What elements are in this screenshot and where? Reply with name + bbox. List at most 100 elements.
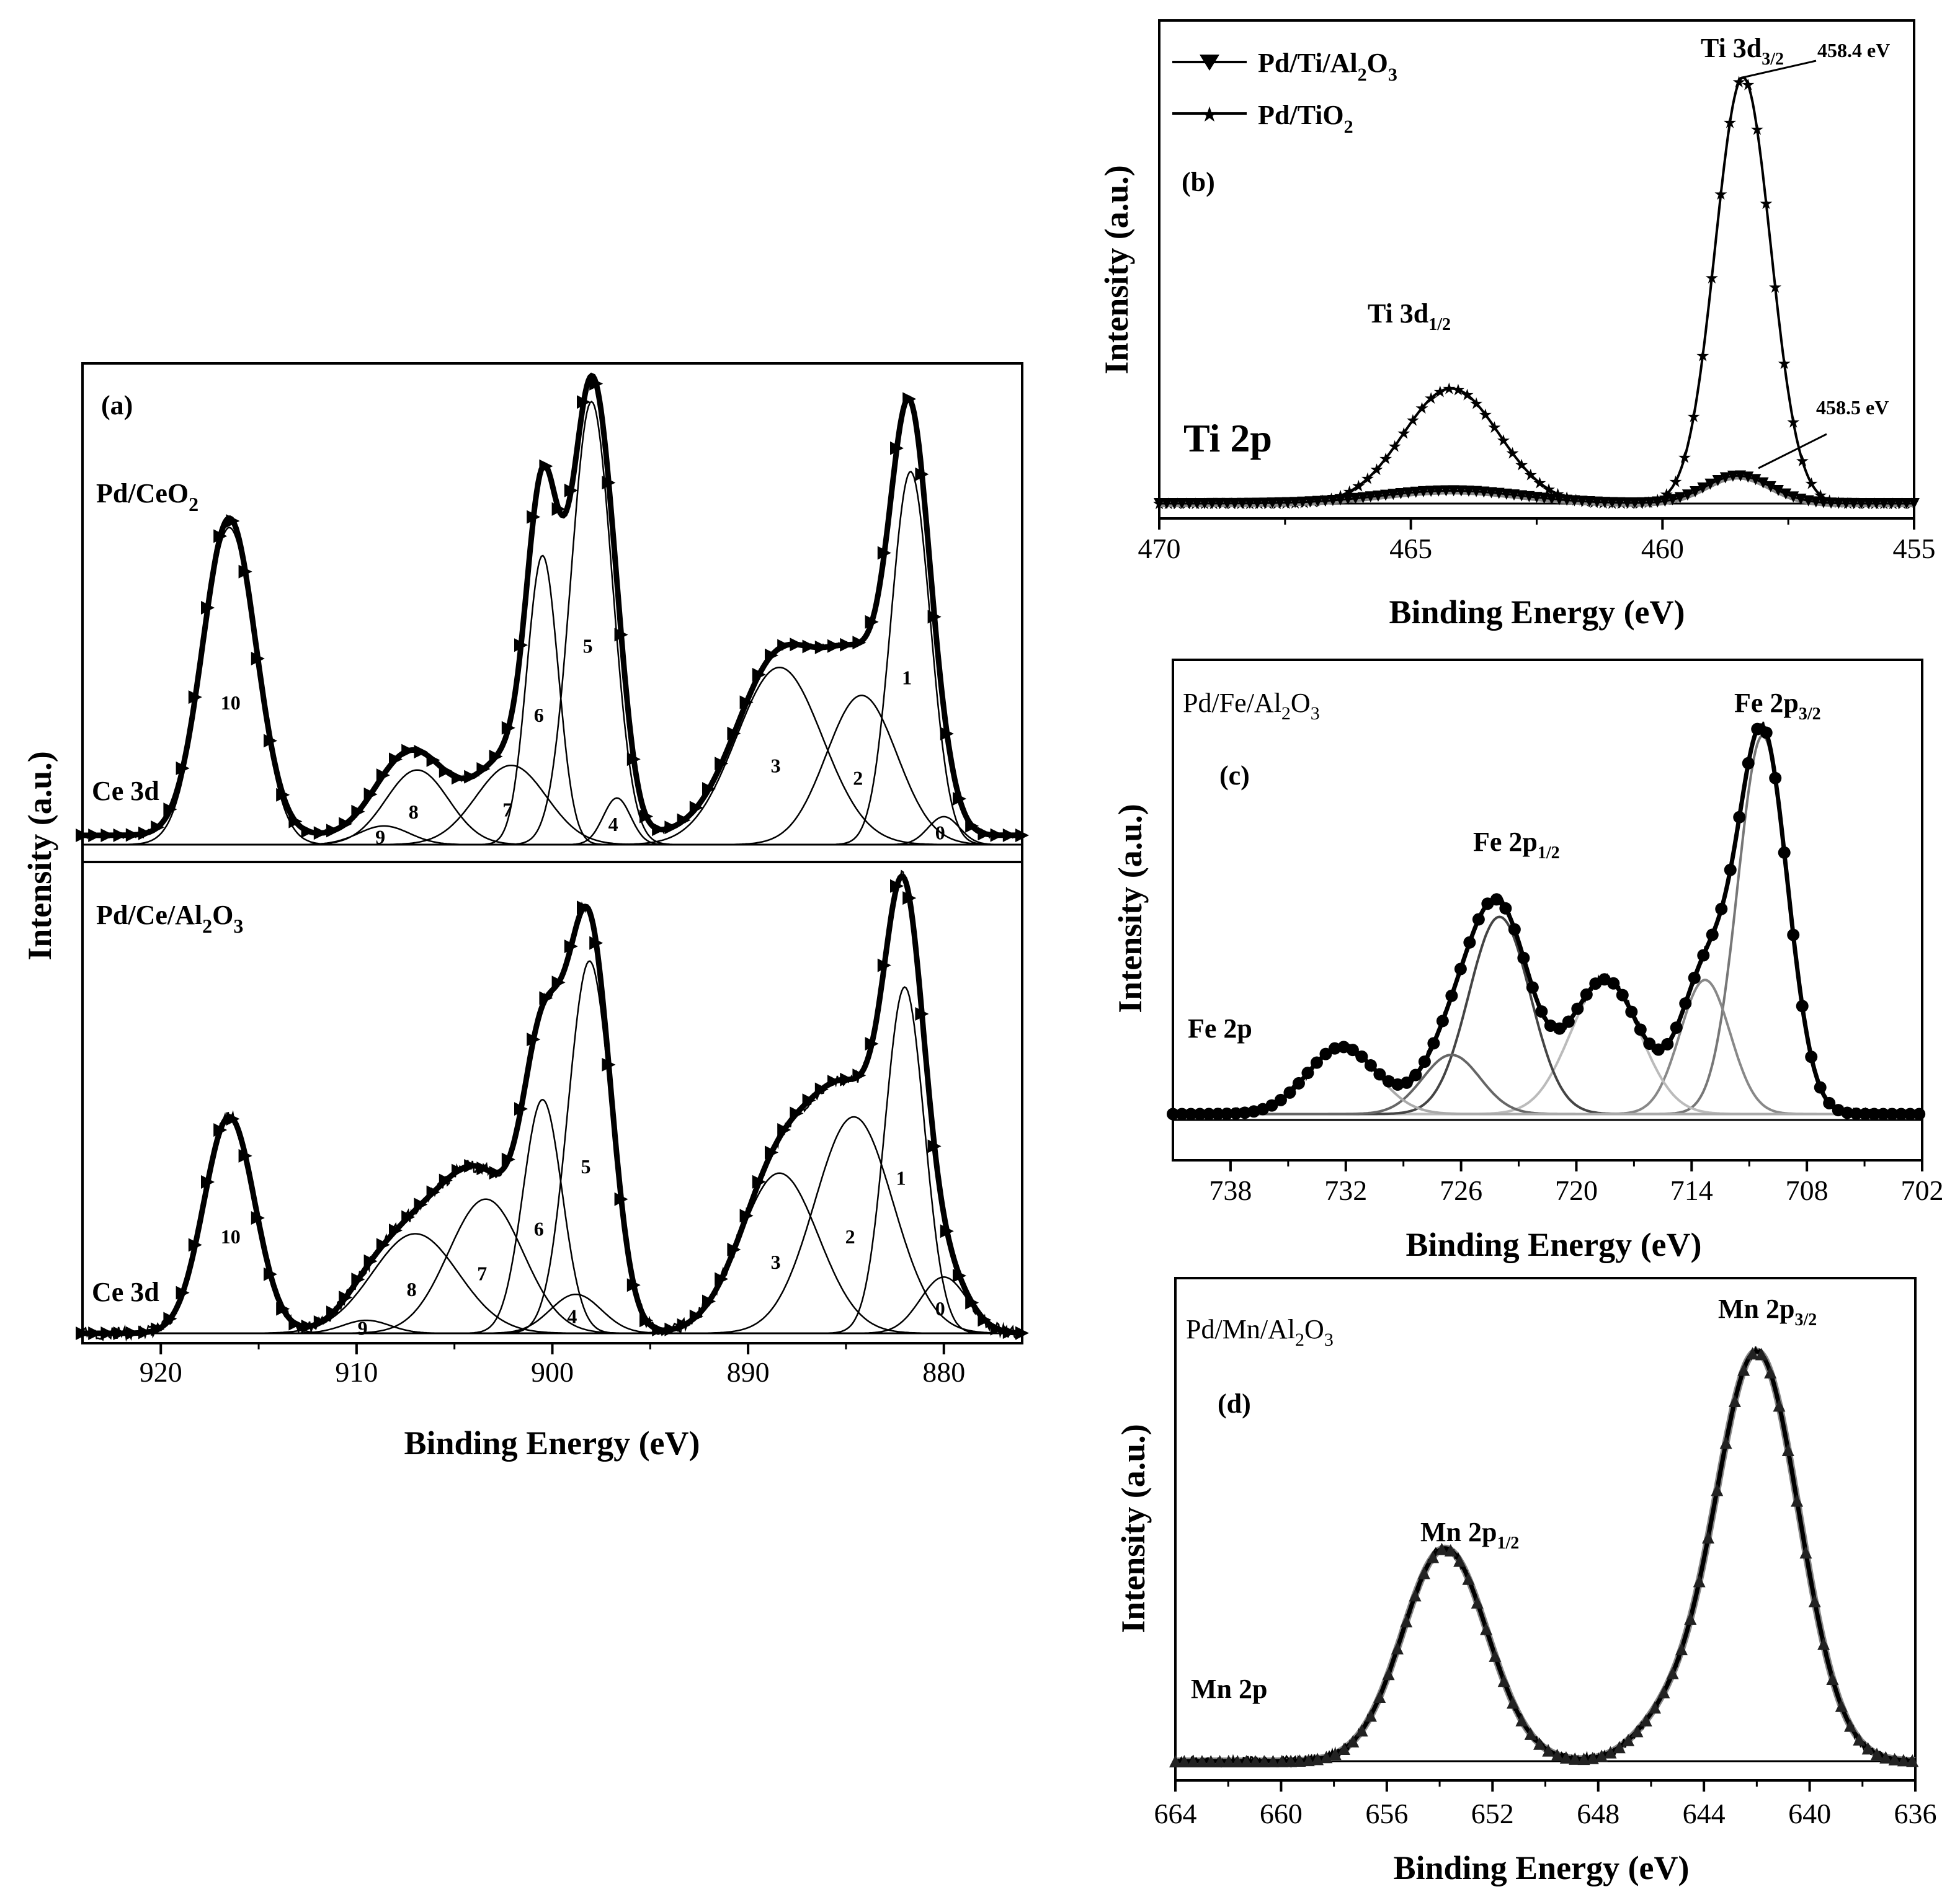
data-marker xyxy=(1311,1753,1324,1766)
component-peak-9 xyxy=(82,825,1022,846)
data-marker xyxy=(1706,928,1719,941)
panel-b-energy-minor: 458.5 eV xyxy=(1816,396,1889,419)
data-marker xyxy=(965,819,979,833)
data-marker xyxy=(351,1273,365,1287)
component-peak-0 xyxy=(82,1276,1022,1335)
data-marker xyxy=(426,1185,440,1199)
data-marker-Pd/TiO2: ★ xyxy=(1533,474,1547,492)
data-marker-Pd/Ti/Al2O3 xyxy=(1802,495,1814,507)
data-marker xyxy=(865,1037,879,1051)
panel-a-x-axis-title: Binding Energy (eV) xyxy=(404,1424,700,1462)
data-marker-Pd/Ti/Al2O3 xyxy=(1682,489,1693,501)
data-marker xyxy=(163,802,177,817)
data-marker xyxy=(1175,1108,1188,1121)
data-marker-Pd/TiO2: ★ xyxy=(1686,408,1701,426)
data-marker xyxy=(76,1326,89,1340)
panel-d-plot xyxy=(1169,1346,1919,1769)
data-marker-Pd/Ti/Al2O3 xyxy=(1259,497,1271,509)
data-marker xyxy=(602,1057,616,1072)
data-marker xyxy=(188,1238,202,1252)
data-marker xyxy=(1616,988,1629,1002)
data-marker-Pd/Ti/Al2O3 xyxy=(1252,497,1263,509)
data-marker xyxy=(865,615,879,629)
data-marker-Pd/Ti/Al2O3 xyxy=(1697,482,1709,494)
data-marker xyxy=(151,820,165,834)
data-marker xyxy=(1517,951,1530,964)
data-marker-Pd/TiO2: ★ xyxy=(1451,381,1465,399)
data-marker xyxy=(1553,1022,1566,1035)
data-marker-Pd/Ti/Al2O3 xyxy=(1591,496,1603,508)
peak-label-3: 3 xyxy=(771,754,781,776)
data-marker xyxy=(276,1302,290,1316)
x-tick-label: 664 xyxy=(1154,1798,1197,1829)
data-marker xyxy=(163,1312,177,1326)
data-marker xyxy=(1688,971,1701,984)
data-marker xyxy=(1746,1347,1759,1360)
data-marker xyxy=(1015,1326,1029,1340)
data-marker xyxy=(1489,1649,1502,1662)
data-marker-Pd/Ti/Al2O3 xyxy=(1636,497,1648,509)
data-marker-Pd/Ti/Al2O3 xyxy=(1667,494,1678,505)
data-marker xyxy=(689,1309,703,1323)
data-marker xyxy=(476,1162,491,1176)
data-marker xyxy=(489,1166,503,1180)
component-peak-7 xyxy=(82,1198,1022,1335)
data-marker xyxy=(1586,1751,1599,1764)
panel-d-x-axis-title: Binding Energy (eV) xyxy=(1393,1849,1689,1886)
data-marker xyxy=(238,564,252,579)
data-marker-Pd/Ti/Al2O3 xyxy=(1817,497,1829,509)
data-marker-Pd/Ti/Al2O3 xyxy=(1380,489,1392,501)
data-marker xyxy=(251,1211,265,1225)
data-marker xyxy=(1319,1047,1332,1060)
data-marker xyxy=(113,1326,127,1340)
data-marker xyxy=(452,1163,465,1178)
data-marker-Pd/TiO2: ★ xyxy=(1804,475,1819,493)
panel-b-pointer-major xyxy=(1739,60,1817,79)
legend-label-ti-al2o3: Pd/Ti/Al2O3 xyxy=(1258,48,1397,85)
data-marker xyxy=(527,510,541,524)
data-marker-Pd/Ti/Al2O3 xyxy=(1780,488,1792,500)
data-marker xyxy=(1249,1754,1262,1767)
data-marker-Pd/Ti/Al2O3 xyxy=(1402,487,1414,499)
data-marker xyxy=(1229,1107,1242,1120)
data-marker-Pd/TiO2: ★ xyxy=(1397,424,1411,442)
data-marker xyxy=(664,820,679,835)
data-marker xyxy=(301,824,315,838)
data-marker-Pd/Ti/Al2O3 xyxy=(1848,497,1860,509)
data-marker xyxy=(752,667,766,682)
data-marker xyxy=(1859,1108,1872,1121)
data-marker xyxy=(339,1291,353,1305)
data-marker xyxy=(626,1278,641,1292)
x-tick-label: 460 xyxy=(1641,533,1684,564)
data-marker xyxy=(1445,989,1458,1002)
data-marker xyxy=(1320,1751,1333,1764)
data-marker xyxy=(1274,1093,1287,1106)
data-marker xyxy=(840,638,854,652)
data-marker xyxy=(1675,1643,1688,1656)
data-marker xyxy=(702,1294,716,1308)
panel-d-x-ticks: 664 660 656 652 648 644 640 636 xyxy=(1154,1780,1937,1829)
data-marker xyxy=(1409,1068,1422,1082)
data-marker-Pd/Ti/Al2O3 xyxy=(1878,497,1890,509)
x-tick-label: 660 xyxy=(1260,1798,1303,1829)
data-marker-Pd/Ti/Al2O3 xyxy=(1357,492,1369,504)
data-marker-Pd/TiO2: ★ xyxy=(1370,461,1384,479)
data-marker xyxy=(514,1102,528,1116)
data-marker xyxy=(1293,1754,1306,1767)
data-marker xyxy=(602,476,616,490)
data-marker xyxy=(201,1175,215,1189)
data-marker xyxy=(1737,1363,1750,1376)
data-marker xyxy=(1823,1096,1836,1109)
peak-label-7: 7 xyxy=(502,798,512,820)
data-marker xyxy=(401,744,416,758)
data-marker xyxy=(1571,1002,1584,1015)
data-marker xyxy=(389,1224,403,1238)
data-marker xyxy=(1870,1748,1883,1761)
panel-b-pointer-minor xyxy=(1758,433,1827,469)
data-marker xyxy=(614,1192,628,1206)
data-marker xyxy=(151,1322,165,1336)
data-marker-Pd/Ti/Al2O3 xyxy=(1388,489,1399,500)
data-marker xyxy=(1791,1494,1804,1507)
data-marker xyxy=(840,1072,854,1086)
data-marker xyxy=(464,1158,478,1173)
